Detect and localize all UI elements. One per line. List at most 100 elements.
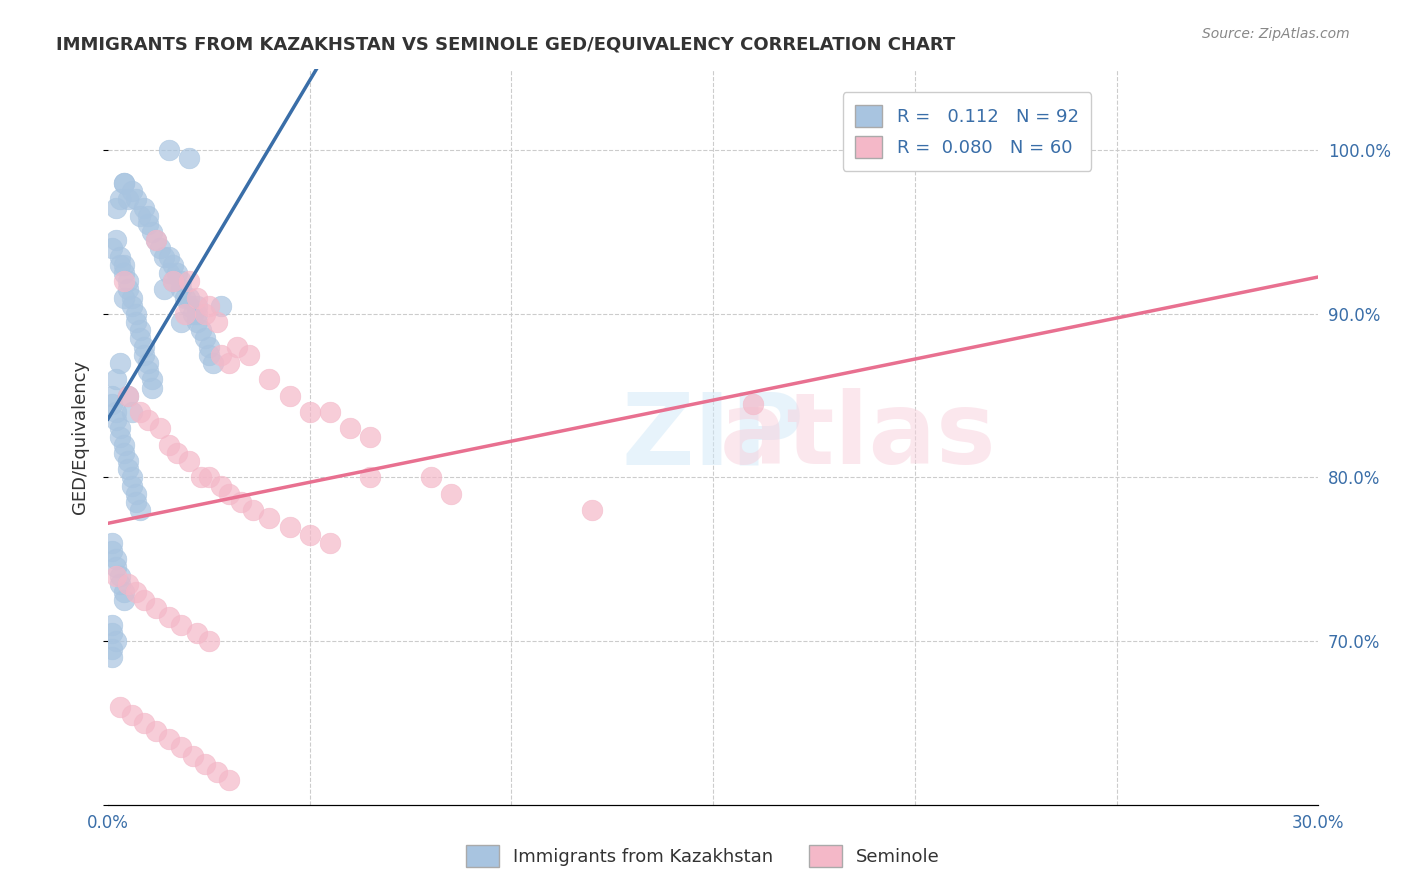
Point	[105, 552, 128, 566]
Point	[169, 617, 191, 632]
Point	[190, 470, 212, 484]
Point	[101, 242, 124, 256]
Point	[134, 593, 156, 607]
Point	[419, 470, 441, 484]
Point	[105, 634, 128, 648]
Point	[108, 250, 131, 264]
Point	[117, 462, 139, 476]
Point	[166, 266, 188, 280]
Point	[359, 470, 381, 484]
Point	[209, 299, 232, 313]
Point	[105, 201, 128, 215]
Point	[190, 323, 212, 337]
Point	[201, 356, 224, 370]
Point	[141, 380, 163, 394]
Point	[117, 274, 139, 288]
Point	[238, 348, 260, 362]
Point	[108, 193, 131, 207]
Point	[149, 242, 172, 256]
Point	[121, 184, 143, 198]
Point	[134, 348, 156, 362]
Point	[117, 389, 139, 403]
Point	[121, 405, 143, 419]
Point	[112, 438, 135, 452]
Point	[101, 536, 124, 550]
Point	[186, 299, 208, 313]
Point	[105, 233, 128, 247]
Point	[186, 291, 208, 305]
Point	[259, 511, 281, 525]
Point	[136, 209, 159, 223]
Text: atlas: atlas	[720, 388, 997, 485]
Point	[177, 291, 200, 305]
Point	[105, 568, 128, 582]
Point	[141, 225, 163, 239]
Point	[117, 193, 139, 207]
Point	[125, 193, 148, 207]
Point	[162, 274, 184, 288]
Point	[157, 609, 180, 624]
Legend: R =   0.112   N = 92, R =  0.080   N = 60: R = 0.112 N = 92, R = 0.080 N = 60	[842, 92, 1091, 170]
Point	[112, 176, 135, 190]
Point	[134, 715, 156, 730]
Point	[278, 519, 301, 533]
Point	[136, 364, 159, 378]
Point	[129, 323, 152, 337]
Point	[742, 397, 765, 411]
Point	[339, 421, 361, 435]
Point	[186, 626, 208, 640]
Point	[117, 454, 139, 468]
Point	[125, 307, 148, 321]
Point	[153, 250, 176, 264]
Point	[129, 405, 152, 419]
Point	[112, 266, 135, 280]
Point	[186, 307, 208, 321]
Point	[121, 470, 143, 484]
Point	[359, 429, 381, 443]
Point	[117, 577, 139, 591]
Point	[153, 282, 176, 296]
Legend: Immigrants from Kazakhstan, Seminole: Immigrants from Kazakhstan, Seminole	[458, 838, 948, 874]
Point	[117, 389, 139, 403]
Point	[440, 487, 463, 501]
Point	[101, 397, 124, 411]
Point	[209, 478, 232, 492]
Point	[125, 487, 148, 501]
Point	[129, 209, 152, 223]
Point	[134, 340, 156, 354]
Point	[136, 217, 159, 231]
Point	[169, 274, 191, 288]
Point	[218, 487, 240, 501]
Point	[198, 470, 221, 484]
Point	[112, 176, 135, 190]
Point	[125, 495, 148, 509]
Point	[157, 144, 180, 158]
Point	[198, 634, 221, 648]
Point	[194, 307, 217, 321]
Point	[112, 291, 135, 305]
Point	[173, 307, 195, 321]
Point	[229, 495, 252, 509]
Point	[157, 266, 180, 280]
Point	[177, 274, 200, 288]
Point	[101, 389, 124, 403]
Point	[162, 274, 184, 288]
Point	[173, 291, 195, 305]
Point	[157, 250, 180, 264]
Point	[108, 258, 131, 272]
Point	[145, 724, 167, 739]
Point	[108, 577, 131, 591]
Text: ZIP: ZIP	[621, 388, 804, 485]
Point	[157, 732, 180, 747]
Point	[105, 372, 128, 386]
Point	[177, 299, 200, 313]
Point	[145, 601, 167, 615]
Point	[169, 315, 191, 329]
Point	[121, 707, 143, 722]
Point	[298, 405, 321, 419]
Point	[198, 348, 221, 362]
Point	[194, 331, 217, 345]
Point	[101, 544, 124, 558]
Point	[181, 307, 204, 321]
Point	[162, 258, 184, 272]
